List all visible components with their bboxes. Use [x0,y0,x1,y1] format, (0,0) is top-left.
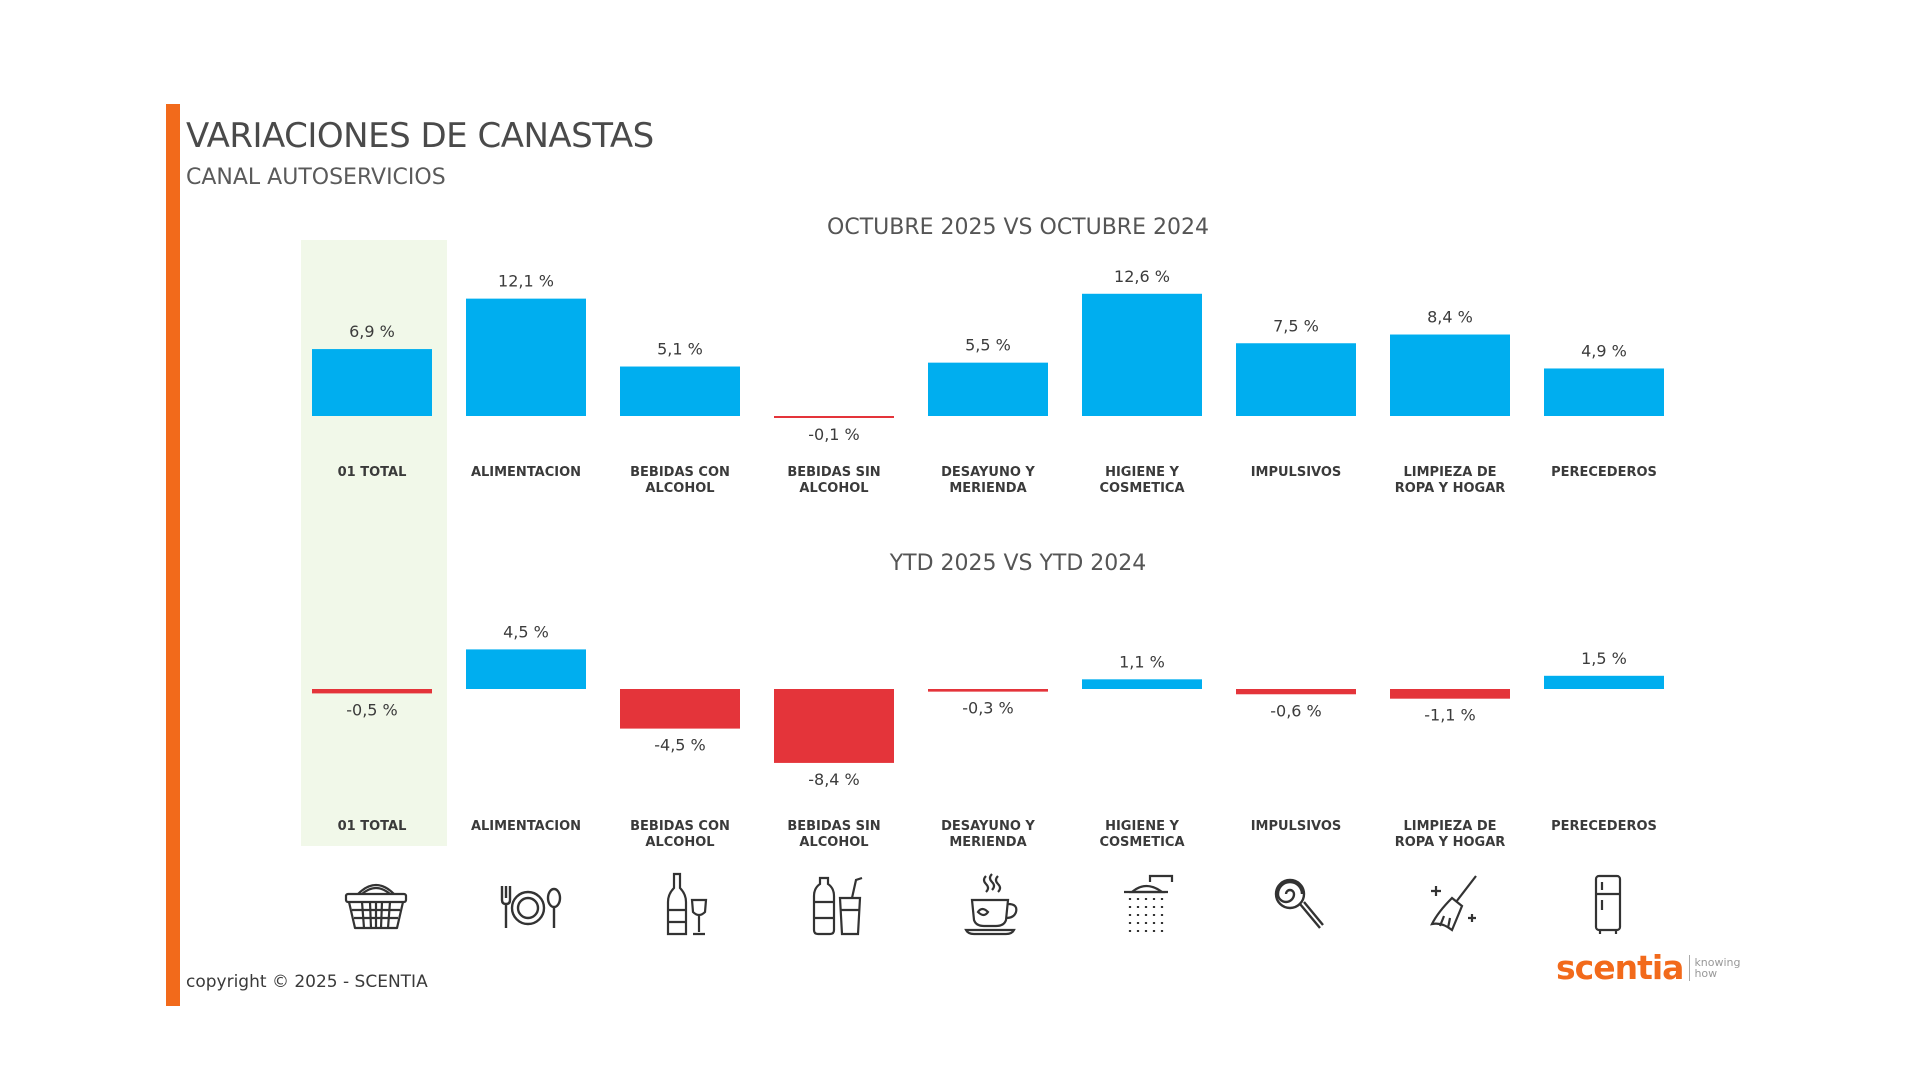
ytd-value-label-bebidas-sin-alcohol: -8,4 % [808,770,860,789]
ytd-category-perecederos-line-1: PERECEDEROS [1551,819,1657,834]
oct-value-label-desayuno-y-merienda: 5,5 % [965,336,1011,355]
oct-category-perecederos-line-1: PERECEDEROS [1551,465,1657,480]
basket-icon [336,870,416,940]
oct-category-bebidas-sin-alcohol-line-2: ALCOHOL [799,481,868,496]
refrigerator-icon [1568,870,1648,940]
page-subtitle: CANAL AUTOSERVICIOS [186,165,446,190]
ytd-category-alimentacion-line-1: ALIMENTACION [471,819,581,834]
scentia-logo: scentia knowing how [1556,948,1741,987]
ytd-category-bebidas-con-alcohol-line-2: ALCOHOL [645,835,714,850]
accent-bar [166,104,180,1006]
oct-category-higiene-y-cosmetica-line-2: COSMETICA [1099,481,1184,496]
oct-category-bebidas-con-alcohol-line-1: BEBIDAS CON [630,465,730,480]
ytd-bar-impulsivos [1236,689,1356,695]
coffee-cup-icon [952,870,1032,940]
ytd-category-limpieza-de-ropa-y-hogar-line-1: LIMPIEZA DE [1404,819,1497,834]
oct-bar-desayuno-y-merienda [928,362,1048,416]
ytd-value-label-bebidas-con-alcohol: -4,5 % [654,736,706,755]
category-icons [0,870,1920,940]
oct-value-label-perecederos: 4,9 % [1581,341,1627,360]
ytd-value-label-limpieza-de-ropa-y-hogar: -1,1 % [1424,706,1476,725]
ytd-category-bebidas-sin-alcohol-line-1: BEBIDAS SIN [787,819,880,834]
ytd-bar-perecederos [1544,675,1664,689]
oct-bar-impulsivos [1236,343,1356,416]
oct-bar-perecederos [1544,368,1664,416]
oct-bar-01-total [312,349,432,416]
ytd-category-desayuno-y-merienda-line-2: MERIENDA [949,835,1026,850]
ytd-bar-desayuno-y-merienda [928,689,1048,692]
oct-value-label-01-total: 6,9 % [349,322,395,341]
ytd-category-impulsivos-line-1: IMPULSIVOS [1251,819,1342,834]
oct-category-bebidas-sin-alcohol-line-1: BEBIDAS SIN [787,465,880,480]
ytd-bar-01-total [312,689,432,694]
cutlery-plate-icon [490,870,570,940]
ytd-value-label-alimentacion: 4,5 % [503,622,549,641]
soda-bottle-cup-icon [798,870,878,940]
oct-value-label-limpieza-de-ropa-y-hogar: 8,4 % [1427,308,1473,327]
oct-category-desayuno-y-merienda-line-1: DESAYUNO Y [941,465,1035,480]
shower-icon [1106,870,1186,940]
ytd-bar-bebidas-con-alcohol [620,689,740,729]
oct-value-label-higiene-y-cosmetica: 12,6 % [1114,267,1170,286]
logo-separator [1689,954,1691,981]
ytd-value-label-impulsivos: -0,6 % [1270,701,1322,720]
oct-bar-limpieza-de-ropa-y-hogar [1390,334,1510,416]
oct-category-alimentacion-line-1: ALIMENTACION [471,465,581,480]
ytd-category-bebidas-con-alcohol-line-1: BEBIDAS CON [630,819,730,834]
page-title: VARIACIONES DE CANASTAS [186,116,654,156]
oct-value-label-alimentacion: 12,1 % [498,272,554,291]
oct-category-bebidas-con-alcohol-line-2: ALCOHOL [645,481,714,496]
ytd-bar-higiene-y-cosmetica [1082,679,1202,689]
oct-category-limpieza-de-ropa-y-hogar-line-1: LIMPIEZA DE [1404,465,1497,480]
oct-category-limpieza-de-ropa-y-hogar-line-2: ROPA Y HOGAR [1395,481,1506,496]
copyright: copyright © 2025 - SCENTIA [186,972,428,992]
oct-bar-higiene-y-cosmetica [1082,293,1202,416]
ytd-category-higiene-y-cosmetica-line-2: COSMETICA [1099,835,1184,850]
oct-value-label-bebidas-con-alcohol: 5,1 % [657,340,703,359]
logo-wordmark: scentia [1556,948,1684,987]
oct-category-desayuno-y-merienda-line-2: MERIENDA [949,481,1026,496]
ytd-category-desayuno-y-merienda-line-1: DESAYUNO Y [941,819,1035,834]
oct-category-01-total-line-1: 01 TOTAL [338,465,407,480]
wine-bottle-glass-icon [644,870,724,940]
ytd-category-higiene-y-cosmetica-line-1: HIGIENE Y [1105,819,1179,834]
oct-category-higiene-y-cosmetica-line-1: HIGIENE Y [1105,465,1179,480]
ytd-category-limpieza-de-ropa-y-hogar-line-2: ROPA Y HOGAR [1395,835,1506,850]
oct-value-label-bebidas-sin-alcohol: -0,1 % [808,425,860,444]
logo-tagline: knowing how [1694,955,1741,980]
ytd-category-bebidas-sin-alcohol-line-2: ALCOHOL [799,835,868,850]
ytd-value-label-perecederos: 1,5 % [1581,649,1627,668]
oct-chart-title: OCTUBRE 2025 VS OCTUBRE 2024 [827,215,1209,240]
lollipop-icon [1260,870,1340,940]
broom-sparkle-icon [1414,870,1494,940]
oct-category-impulsivos-line-1: IMPULSIVOS [1251,465,1342,480]
ytd-bar-limpieza-de-ropa-y-hogar [1390,689,1510,699]
total-highlight [301,240,447,846]
ytd-value-label-desayuno-y-merienda: -0,3 % [962,699,1014,718]
ytd-category-01-total-line-1: 01 TOTAL [338,819,407,834]
oct-bar-alimentacion [466,298,586,416]
oct-bar-bebidas-sin-alcohol [774,416,894,418]
ytd-bar-bebidas-sin-alcohol [774,689,894,763]
ytd-chart-title: YTD 2025 VS YTD 2024 [889,551,1147,576]
oct-value-label-impulsivos: 7,5 % [1273,316,1319,335]
ytd-value-label-higiene-y-cosmetica: 1,1 % [1119,652,1165,671]
ytd-bar-alimentacion [466,649,586,689]
ytd-value-label-01-total: -0,5 % [346,700,398,719]
oct-bar-bebidas-con-alcohol [620,366,740,416]
